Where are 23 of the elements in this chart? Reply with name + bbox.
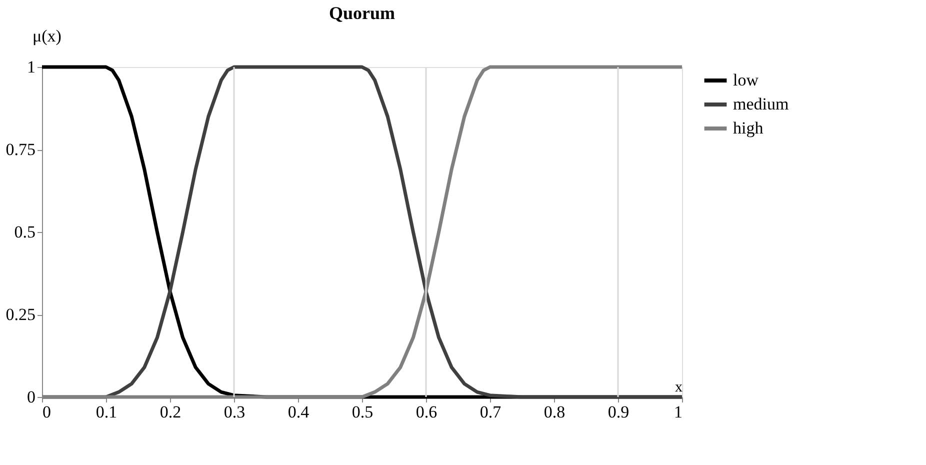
legend-label: high xyxy=(733,118,764,138)
chart-title: Quorum xyxy=(328,3,396,23)
x-tick-label: 0.4 xyxy=(288,402,310,422)
x-tick-label: 0.9 xyxy=(608,402,630,422)
y-tick-label: 0.75 xyxy=(6,140,36,159)
line-series xyxy=(40,65,684,399)
x-tick-label: 0.6 xyxy=(416,402,438,422)
x-tick-label: 0.3 xyxy=(224,402,246,422)
x-tick-label: 0.1 xyxy=(96,402,118,422)
x-tick-label: 1 xyxy=(674,402,682,422)
x-axis-title: x xyxy=(675,380,683,396)
legend-label: medium xyxy=(733,94,789,114)
x-tick-label: 0.7 xyxy=(480,402,502,422)
y-axis-title: μ(x) xyxy=(32,26,62,46)
x-tick-label: 0.2 xyxy=(160,402,182,422)
y-tick-label: 0.25 xyxy=(6,305,36,324)
x-tick-label: 0 xyxy=(42,402,51,422)
y-tick-label: 0.5 xyxy=(14,222,36,242)
y-tick-label: 1 xyxy=(27,58,36,76)
x-tick-label: 0.8 xyxy=(544,402,566,422)
x-tick-label: 0.5 xyxy=(352,402,374,422)
legend-label: low xyxy=(733,70,760,90)
y-tick-label: 0 xyxy=(27,388,36,406)
